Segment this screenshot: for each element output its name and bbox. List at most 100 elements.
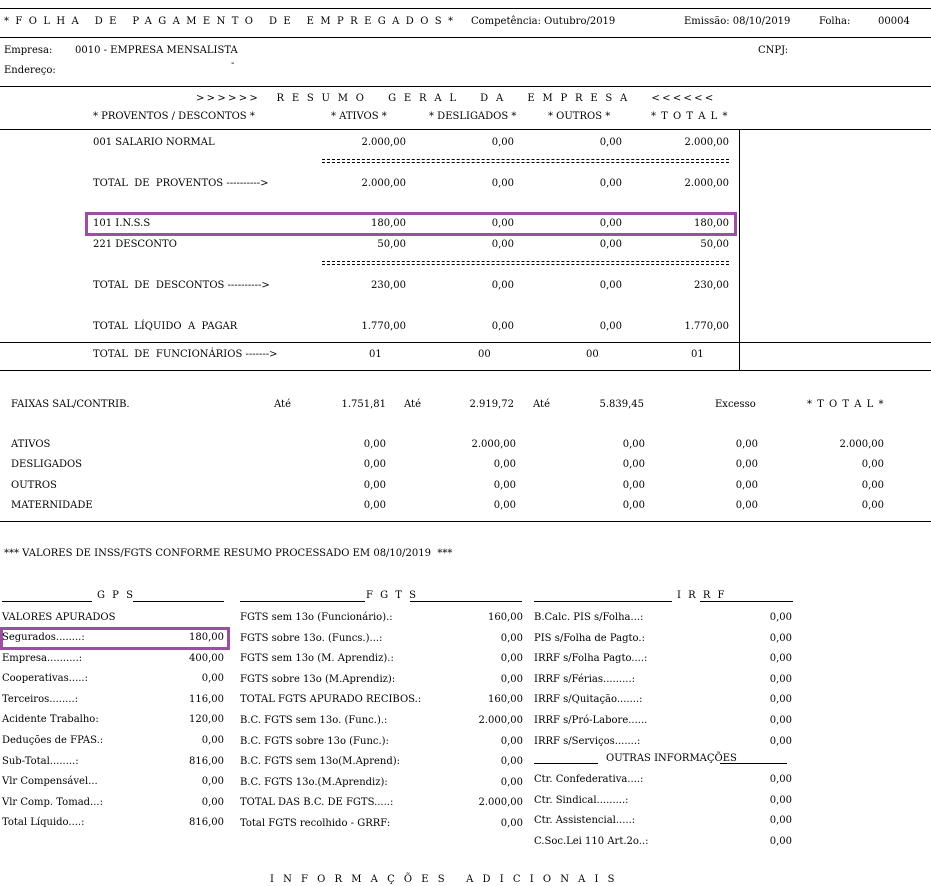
gps-row-value: 116,00 <box>189 693 224 705</box>
gps-row-label: Vlr Compensável... <box>2 776 98 788</box>
resumo-row-label: TOTAL LÍQUIDO A PAGAR <box>93 321 238 332</box>
resumo-cell: 1.770,00 <box>684 321 729 332</box>
faixa-cell: 0,00 <box>622 480 645 491</box>
faixa-ate-2: Até <box>404 399 421 410</box>
faixa-1: 1.751,81 <box>341 399 386 410</box>
empresa-label: Empresa: <box>4 45 53 56</box>
fgts-row-value: 160,00 <box>488 694 523 706</box>
faixa-excesso: Excesso <box>715 399 756 410</box>
faixa-cell: 2.000,00 <box>839 439 884 450</box>
resumo-cell: 0,00 <box>491 218 514 229</box>
resumo-cell: 2.000,00 <box>361 137 406 148</box>
fgts-row-value: 0,00 <box>500 632 523 644</box>
faixa-ate-3: Até <box>533 399 550 410</box>
gps-row-value: 0,00 <box>201 776 224 788</box>
faixa-cell: 0,00 <box>493 500 516 511</box>
gps-row-label: Total Líquido....: <box>2 817 85 829</box>
report-title: *FOLHA DE PAGAMENTO DE EMPREGADOS* <box>4 16 460 27</box>
resumo-cell: 0,00 <box>599 280 622 291</box>
resumo-cell: 1.770,00 <box>361 321 406 332</box>
resumo-cell: 50,00 <box>377 239 406 250</box>
fgts-row-label: B.C. FGTS sobre 13o (Func.): <box>240 735 389 747</box>
faixa-cell: 0,00 <box>493 480 516 491</box>
folha-label: Folha: <box>819 16 851 27</box>
faixa-cell: 0,00 <box>735 439 758 450</box>
irrf-row-value: 0,00 <box>769 612 792 623</box>
gps-row-value: 120,00 <box>189 714 224 726</box>
resumo-cell: 180,00 <box>694 218 729 229</box>
resumo-cell: 0,00 <box>491 178 514 189</box>
resumo-cell: 0,00 <box>599 239 622 250</box>
outras-row-value: 0,00 <box>769 774 792 785</box>
emissao: Emissão: 08/10/2019 <box>684 16 791 27</box>
faixa-cell: 0,00 <box>622 439 645 450</box>
fgts-row-label: B.C. FGTS 13o.(M.Aprendiz): <box>240 776 388 788</box>
col-proventos: * PROVENTOS / DESCONTOS * <box>93 111 255 122</box>
col-outros: * OUTROS * <box>548 111 611 122</box>
empresa-dash: - <box>231 58 235 69</box>
resumo-row-label: 001 SALARIO NORMAL <box>93 137 215 148</box>
faixas-header: FAIXAS SAL/CONTRIB. <box>11 399 130 410</box>
gps-row-value: 816,00 <box>189 817 224 829</box>
competencia: Competência: Outubro/2019 <box>471 16 616 27</box>
fgts-row-label: B.C. FGTS sem 13o. (Func.).: <box>240 715 388 726</box>
irrf-row-value: 0,00 <box>769 632 792 644</box>
gps-row-value: 400,00 <box>189 652 224 664</box>
resumo-cell: 0,00 <box>491 239 514 250</box>
irrf-title: I R R F <box>677 590 727 601</box>
gps-row-label: Terceiros........: <box>2 693 79 705</box>
fgts-row-label: FGTS sobre 13o. (Funcs.)...: <box>240 632 383 644</box>
gps-row-label: Empresa..........: <box>2 652 83 664</box>
resumo-row-label: TOTAL DE FUNCIONÁRIOS -------> <box>93 349 278 360</box>
faixa-cell: 0,00 <box>861 480 884 491</box>
faixa-3: 5.839,45 <box>599 399 644 410</box>
irrf-row-value: 0,00 <box>769 735 792 747</box>
irrf-row-value: 0,00 <box>769 653 792 665</box>
footer-heading-cut: I N F O R M A Ç Õ E S A D I C I O N A I … <box>270 874 618 885</box>
fgts-row-value: 160,00 <box>488 612 523 623</box>
faixa-row-label: ATIVOS <box>11 439 51 450</box>
faixa-cell: 0,00 <box>363 500 386 511</box>
fgts-row-value: 0,00 <box>500 673 523 685</box>
gps-row-value: 0,00 <box>201 796 224 808</box>
irrf-row-label: IRRF s/Quitação.......: <box>534 694 643 706</box>
resumo-cell: 00 <box>478 349 491 360</box>
resumo-row-label: TOTAL DE PROVENTOS ----------> <box>93 178 269 189</box>
fgts-row-value: 0,00 <box>500 756 523 768</box>
gps-title: G P S <box>97 590 135 601</box>
irrf-row-value: 0,00 <box>769 694 792 706</box>
outras-row-label: C.Soc.Lei 110 Art.2o..: <box>534 835 649 847</box>
highlight-inss-row <box>85 212 737 236</box>
outras-title: OUTRAS INFORMAÇÕES <box>606 753 737 764</box>
irrf-row-label: PIS s/Folha de Pagto.: <box>534 632 645 644</box>
resumo-cell: 0,00 <box>491 280 514 291</box>
fgts-row-label: FGTS sem 13o (Funcionário).: <box>240 612 393 623</box>
valores-title: *** VALORES DE INSS/FGTS CONFORME RESUMO… <box>4 548 453 559</box>
resumo-row-label: 101 I.N.S.S <box>93 218 151 229</box>
empresa-value: 0010 - EMPRESA MENSALISTA <box>75 45 238 56</box>
faixa-cell: 0,00 <box>363 459 386 470</box>
resumo-cell: 0,00 <box>599 218 622 229</box>
gps-row-value: 0,00 <box>201 673 224 685</box>
endereco-label: Endereço: <box>4 65 56 76</box>
resumo-cell: 01 <box>691 349 704 360</box>
faixa-cell: 0,00 <box>861 459 884 470</box>
resumo-cell: 50,00 <box>700 239 729 250</box>
faixa-row-label: MATERNIDADE <box>11 500 93 511</box>
col-desligados: * DESLIGADOS * <box>429 111 517 122</box>
outras-row-label: Ctr. Sindical.........: <box>534 794 629 806</box>
fgts-row-label: Total FGTS recolhido - GRRF: <box>240 818 391 829</box>
fgts-row-value: 0,00 <box>500 776 523 788</box>
resumo-cell: 00 <box>586 349 599 360</box>
resumo-cell: 2.000,00 <box>361 178 406 189</box>
fgts-row-label: TOTAL FGTS APURADO RECIBOS.: <box>240 694 422 706</box>
outras-row-label: Ctr. Assistencial.....: <box>534 815 636 827</box>
col-total: * T O T A L * <box>651 111 729 122</box>
fgts-title: F G T S <box>366 590 418 601</box>
gps-row-value: 180,00 <box>189 632 224 643</box>
fgts-row-label: FGTS sem 13o (M. Aprendiz).: <box>240 653 394 665</box>
cnpj-label: CNPJ: <box>758 45 789 56</box>
faixa-cell: 0,00 <box>735 459 758 470</box>
outras-row-value: 0,00 <box>769 815 792 827</box>
gps-row-label: Cooperativas.....: <box>2 673 88 685</box>
